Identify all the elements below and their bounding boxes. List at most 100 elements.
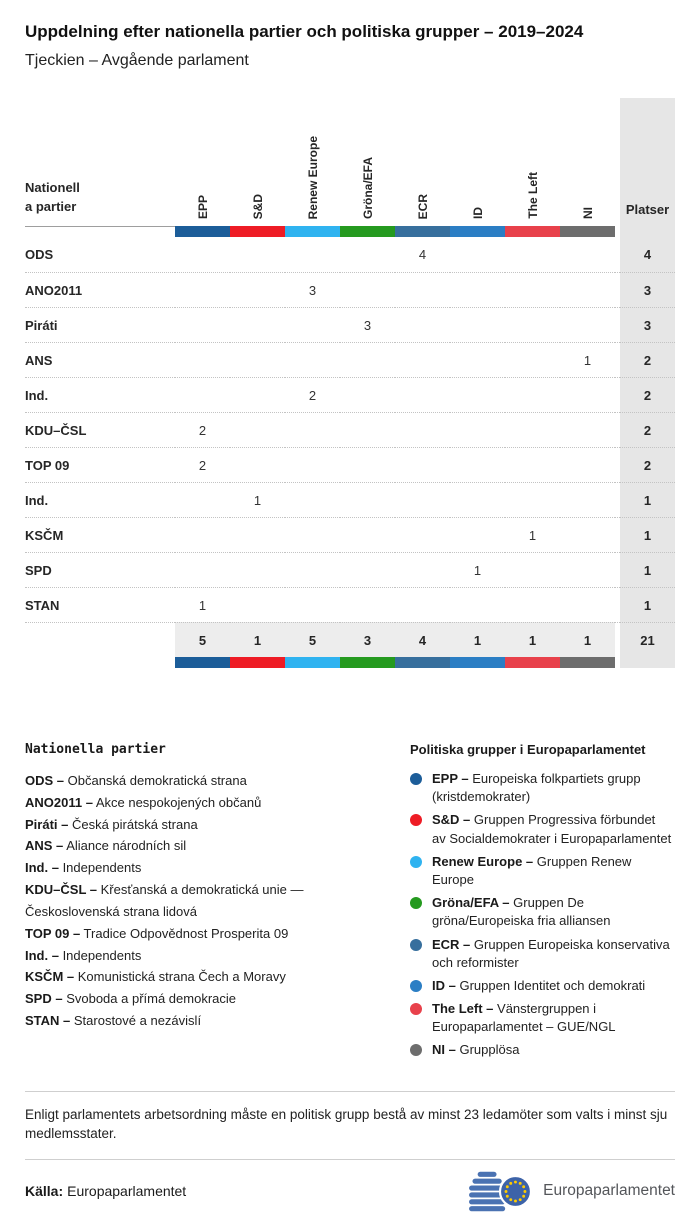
value-cell — [450, 447, 505, 482]
total-seats-cell: 21 — [620, 622, 675, 657]
party-legend-item: Ind. – Independents — [25, 947, 142, 963]
seats-cell: 2 — [620, 447, 675, 482]
value-cell — [175, 307, 230, 342]
value-cell — [450, 412, 505, 447]
value-cell — [340, 517, 395, 552]
value-cell — [450, 237, 505, 272]
group-color-dot — [410, 814, 422, 827]
value-cell — [505, 552, 560, 587]
value-cell: 3 — [285, 272, 340, 307]
group-header-label: Renew Europe — [305, 135, 320, 219]
party-legend: Nationella partier ODS – Občanská demokr… — [25, 742, 410, 1065]
group-color-bar — [175, 657, 230, 668]
group-header: NI — [560, 98, 615, 226]
group-legend-list: EPP – Europeiska folkpartiets grupp (kri… — [410, 770, 675, 1060]
group-color-bar — [395, 226, 450, 237]
value-cell — [395, 412, 450, 447]
value-cell — [230, 237, 285, 272]
column-gap — [615, 587, 620, 622]
value-cell — [560, 412, 615, 447]
party-name-cell: TOP 09 — [25, 447, 175, 482]
value-cell: 1 — [230, 482, 285, 517]
group-header-label: Gröna/EFA — [360, 156, 375, 219]
group-header: ID — [450, 98, 505, 226]
table-corner — [25, 226, 175, 237]
party-legend-item: KDU–ČSL – Křesťanská a demokratická unie… — [25, 882, 304, 919]
seats-column-fill — [620, 226, 675, 237]
group-color-bar — [560, 657, 615, 668]
value-cell — [395, 307, 450, 342]
party-name-cell: Piráti — [25, 307, 175, 342]
source-line: Källa: Europaparlamentet — [25, 1183, 186, 1199]
table-corner — [25, 657, 175, 668]
seats-cell: 2 — [620, 412, 675, 447]
party-legend-heading: Nationella partier — [25, 742, 166, 757]
group-header-label: NI — [580, 207, 595, 219]
seats-column-fill — [620, 657, 675, 668]
value-cell: 1 — [175, 587, 230, 622]
group-header: ECR — [395, 98, 450, 226]
group-header: S&D — [230, 98, 285, 226]
group-legend-item: S&D – Gruppen Progressiva förbundet av S… — [410, 811, 675, 847]
column-gap — [615, 412, 620, 447]
value-cell — [230, 552, 285, 587]
party-legend-item: SPD – Svoboda a přímá demokracie — [25, 991, 237, 1007]
value-cell — [505, 447, 560, 482]
party-legend-item: STAN – Starostové a nezávislí — [25, 1013, 202, 1029]
value-cell — [285, 307, 340, 342]
ep-logo-icon — [469, 1171, 533, 1212]
seats-cell: 2 — [620, 342, 675, 377]
group-total-cell: 1 — [450, 622, 505, 657]
totals-spacer — [25, 622, 175, 657]
group-legend-heading: Politiska grupper i Europaparlamentet — [410, 742, 646, 757]
column-gap — [615, 377, 620, 412]
value-cell — [450, 517, 505, 552]
value-cell — [395, 342, 450, 377]
group-header: Renew Europe — [285, 98, 340, 226]
seats-header: Platser — [620, 98, 675, 226]
value-cell: 2 — [285, 377, 340, 412]
party-legend-item: ANS – Aliance národních sil — [25, 838, 187, 854]
value-cell — [395, 447, 450, 482]
value-cell — [505, 272, 560, 307]
value-cell — [505, 412, 560, 447]
legend-section: Nationella partier ODS – Občanská demokr… — [25, 742, 675, 1065]
value-cell — [560, 237, 615, 272]
group-legend-item: ID – Gruppen Identitet och demokrati — [410, 977, 675, 995]
group-total-cell: 1 — [505, 622, 560, 657]
column-gap — [615, 552, 620, 587]
group-color-bar — [340, 226, 395, 237]
group-total-cell: 3 — [340, 622, 395, 657]
party-name-cell: ANS — [25, 342, 175, 377]
column-gap — [615, 307, 620, 342]
value-cell — [560, 482, 615, 517]
value-cell — [175, 272, 230, 307]
group-legend-item: The Left – Vänstergruppen i Europaparlam… — [410, 1000, 675, 1036]
value-cell — [395, 517, 450, 552]
group-total-cell: 5 — [175, 622, 230, 657]
party-group-table: Nationell a partier EPP S&D Renew Europe Grön… — [25, 98, 675, 668]
value-cell — [340, 587, 395, 622]
national-parties-header: Nationell a partier — [25, 180, 80, 215]
value-cell — [340, 377, 395, 412]
value-cell — [560, 272, 615, 307]
value-cell: 2 — [175, 412, 230, 447]
value-cell — [340, 342, 395, 377]
value-cell — [340, 482, 395, 517]
group-color-bar — [340, 657, 395, 668]
page-title: Uppdelning efter nationella partier och … — [25, 22, 584, 41]
ep-logo-wordmark: Europaparlamentet — [543, 1182, 675, 1200]
group-legend-item: EPP – Europeiska folkpartiets grupp (kri… — [410, 770, 675, 806]
group-total-cell: 1 — [560, 622, 615, 657]
group-header: Gröna/EFA — [340, 98, 395, 226]
value-cell — [230, 587, 285, 622]
party-name-cell: STAN — [25, 587, 175, 622]
value-cell — [560, 587, 615, 622]
party-legend-list: ODS – Občanská demokratická strana ANO201… — [25, 770, 380, 1032]
group-color-dot — [410, 938, 422, 951]
value-cell — [505, 482, 560, 517]
group-total-cell: 1 — [230, 622, 285, 657]
column-gap — [615, 447, 620, 482]
group-color-dot — [410, 855, 422, 868]
group-color-bar — [395, 657, 450, 668]
